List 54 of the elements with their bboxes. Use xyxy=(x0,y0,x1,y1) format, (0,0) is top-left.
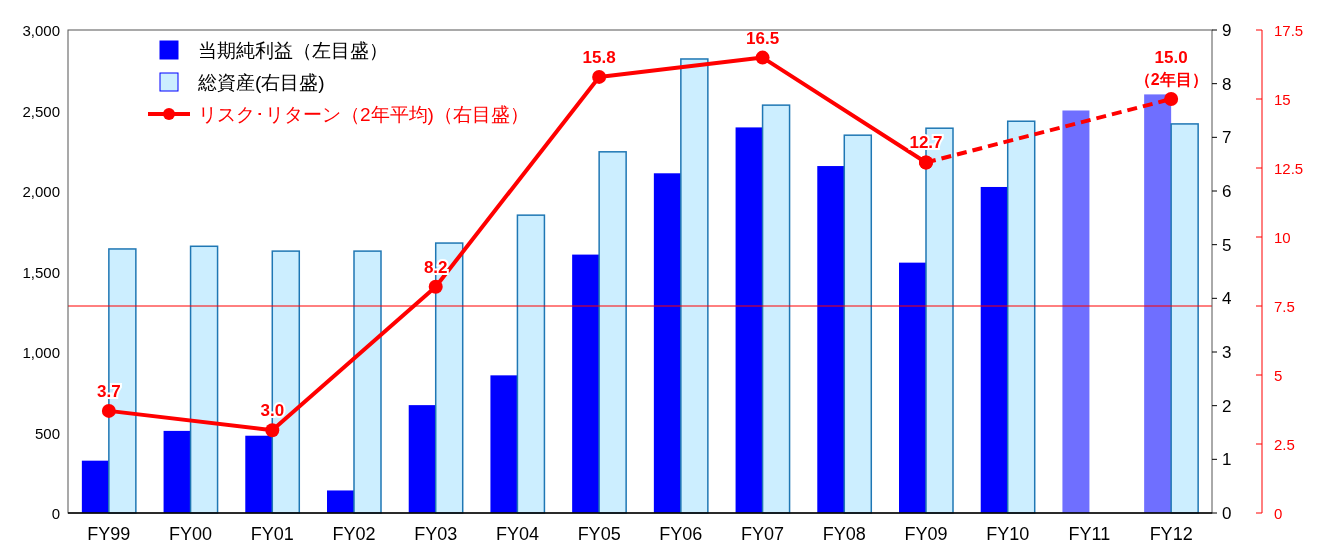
y-tick-label: 2,000 xyxy=(22,183,60,200)
x-tick-label: FY11 xyxy=(1068,524,1111,544)
annotation: （2年目） xyxy=(1134,71,1208,89)
y-tick-label: 1,000 xyxy=(22,344,60,361)
y3-tick-label: 10 xyxy=(1274,229,1291,246)
data-label: 16.5 xyxy=(746,28,780,48)
legend-label: 総資産(右目盛) xyxy=(197,72,325,93)
data-label: 12.7 xyxy=(909,133,943,153)
y3-tick-label: 0 xyxy=(1274,505,1283,522)
point xyxy=(919,155,933,170)
y-tick-label: 0 xyxy=(51,505,60,522)
x-tick-label: FY05 xyxy=(577,524,621,544)
x-tick-label: FY03 xyxy=(414,524,458,544)
y2-tick-label: 2 xyxy=(1222,396,1232,416)
point xyxy=(592,69,607,84)
point xyxy=(1164,92,1179,106)
y2-tick-label: 0 xyxy=(1222,504,1232,523)
y-tick-label: 3,000 xyxy=(22,22,60,39)
data-label: 15.8 xyxy=(582,47,616,67)
y3-tick-label: 7.5 xyxy=(1274,298,1295,315)
point xyxy=(101,403,116,418)
x-tick-label: FY08 xyxy=(822,524,866,544)
legend-label: 当期純利益（左目盛） xyxy=(198,40,388,61)
x-tick-label: FY02 xyxy=(332,524,376,544)
y-tick-label: 1,500 xyxy=(22,263,60,281)
y-tick-label: 2,500 xyxy=(22,102,60,120)
y3-tick-label: 17.5 xyxy=(1274,22,1304,39)
y3-tick-label: 2.5 xyxy=(1274,436,1295,453)
y3-tick-label: 15 xyxy=(1274,91,1291,108)
y2-tick-label: 5 xyxy=(1222,235,1232,255)
y2-tick-label: 3 xyxy=(1222,343,1232,362)
y3-tick-label: 12.5 xyxy=(1274,160,1304,177)
legend-label: リスク･リターン（2年平均)（右目盛） xyxy=(198,104,529,125)
y3-tick-label: 5 xyxy=(1274,367,1283,384)
point xyxy=(428,279,443,294)
y2-tick-label: 4 xyxy=(1222,289,1232,309)
y2-tick-label: 1 xyxy=(1222,450,1232,470)
y2-tick-label: 6 xyxy=(1222,182,1232,201)
data-label: 15.0 xyxy=(1154,48,1188,67)
x-tick-label: FY00 xyxy=(169,524,213,544)
y-tick-label: 500 xyxy=(34,424,60,442)
x-tick-label: FY01 xyxy=(250,524,294,544)
x-tick-label: FY09 xyxy=(904,524,948,544)
point xyxy=(265,423,280,438)
y2-tick-label: 9 xyxy=(1222,21,1232,40)
x-tick-label: FY07 xyxy=(741,524,785,544)
x-tick-label: FY10 xyxy=(986,524,1030,544)
point xyxy=(755,50,770,65)
x-tick-label: FY12 xyxy=(1149,524,1193,544)
y2-tick-label: 8 xyxy=(1222,74,1232,94)
x-tick-label: FY04 xyxy=(495,524,539,544)
x-tick-label: FY06 xyxy=(659,524,703,544)
y2-tick-label: 7 xyxy=(1222,128,1232,148)
x-tick-label: FY99 xyxy=(87,524,131,544)
